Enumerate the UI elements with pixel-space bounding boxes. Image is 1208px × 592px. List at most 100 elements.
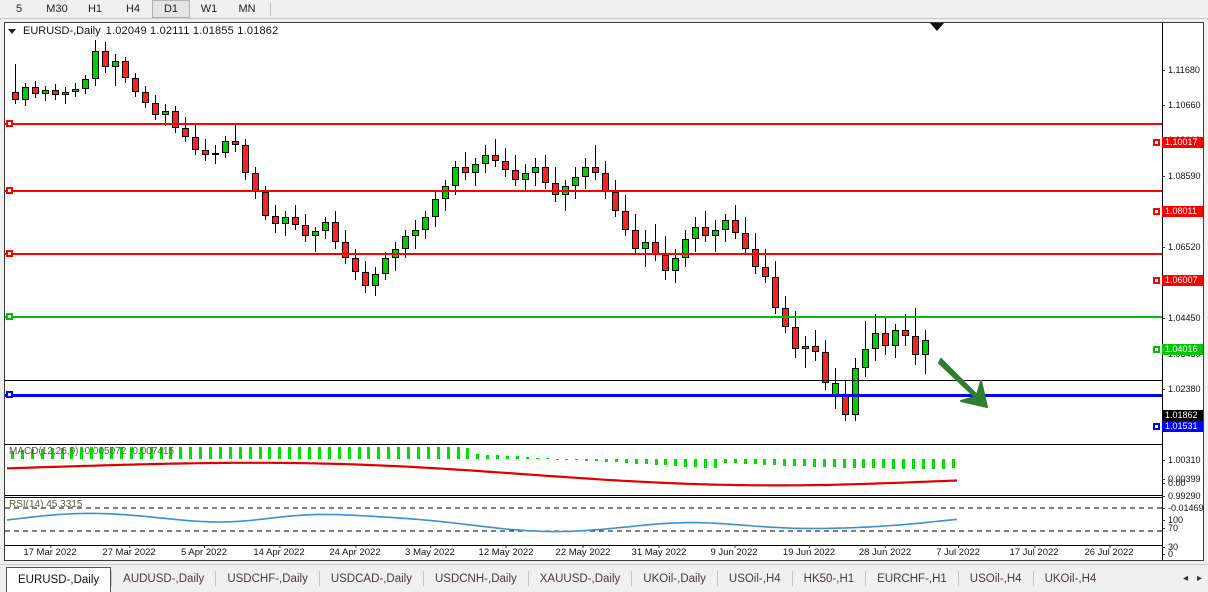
candlestick	[482, 23, 489, 443]
macd-histogram-bar	[278, 447, 282, 459]
price-tag-green[interactable]: 1.04016	[1153, 344, 1203, 355]
candlestick	[492, 23, 499, 443]
level-line-handle[interactable]	[6, 250, 13, 257]
chart-tab-eurusddaily[interactable]: EURUSD-,Daily	[6, 567, 112, 592]
macd-histogram-bar	[238, 447, 242, 459]
rsi-line	[5, 507, 1162, 533]
candlestick	[462, 23, 469, 443]
candle-wick	[815, 330, 816, 362]
triangle-down-icon[interactable]	[8, 28, 16, 34]
candle-body	[452, 167, 459, 186]
macd-histogram-bar	[70, 447, 74, 459]
candle-body	[42, 90, 49, 94]
tab-separator	[716, 571, 718, 586]
chart-tab-xauusddaily[interactable]: XAUUSD-,Daily	[539, 572, 621, 585]
price-tag-knob[interactable]	[1153, 208, 1160, 215]
rsi-pane[interactable]: RSI(14) 45.3315	[5, 497, 1162, 545]
price-pane[interactable]: EURUSD-,Daily 1.02049 1.02111 1.01855 1.…	[5, 23, 1162, 443]
price-tag-knob[interactable]	[1153, 139, 1160, 146]
candlestick	[322, 23, 329, 443]
candle-wick	[295, 204, 296, 230]
candlestick	[262, 23, 269, 443]
tab-separator	[791, 571, 793, 586]
price-tag-red[interactable]: 1.08011	[1153, 206, 1203, 217]
date-axis: 17 Mar 2022 27 Mar 2022 5 Apr 2022 14 Apr 2…	[5, 545, 1162, 560]
scroll-left-arrow-icon[interactable]: ◂	[1182, 573, 1188, 584]
tab-separator	[527, 571, 529, 586]
candle-body	[522, 173, 529, 180]
candle-body	[502, 160, 509, 171]
macd-histogram-bar	[545, 458, 549, 459]
chart-tab-usdcaddaily[interactable]: USDCAD-,Daily	[330, 572, 412, 585]
candlestick	[612, 23, 619, 443]
candlestick	[702, 23, 709, 443]
scroll-right-arrow-icon[interactable]: ▸	[1196, 573, 1202, 584]
tab-separator	[318, 571, 320, 586]
candle-wick	[495, 138, 496, 168]
candlestick	[92, 23, 99, 443]
price-tag-black[interactable]: 1.01862	[1162, 410, 1203, 421]
level-line-handle[interactable]	[6, 391, 13, 398]
macd-histogram-bar	[387, 447, 391, 459]
candle-body	[12, 91, 19, 100]
timeframe-button-h4[interactable]: H4	[125, 3, 141, 15]
candlestick	[722, 23, 729, 443]
candle-body	[622, 211, 629, 230]
level-line-handle[interactable]	[6, 120, 13, 127]
candle-body	[432, 198, 439, 218]
date-tick-label: 19 Jun 2022	[782, 545, 836, 558]
timeframe-button-h1[interactable]: H1	[87, 3, 103, 15]
chart-tab-hk50h1[interactable]: HK50-,H1	[803, 572, 855, 585]
macd-histogram-bar	[50, 448, 54, 459]
rsi-label: RSI(14) 45.3315	[9, 499, 83, 510]
chart-tab-ukoilh4[interactable]: UKOil-,H4	[1044, 572, 1097, 585]
price-scale[interactable]: 1.116801.106601.096101.085901.075401.065…	[1153, 23, 1204, 560]
timeframe-button-m30[interactable]: M30	[46, 3, 68, 15]
date-tick-label: 27 Mar 2022	[102, 545, 156, 558]
candlestick	[112, 23, 119, 443]
triangle-down-marker-icon[interactable]	[930, 23, 944, 31]
chart-tab-usdchfdaily[interactable]: USDCHF-,Daily	[227, 572, 308, 585]
chart-tab-ukoildaily[interactable]: UKOil-,Daily	[643, 572, 706, 585]
chart-tab-audusddaily[interactable]: AUDUSD-,Daily	[123, 572, 205, 585]
macd-histogram-bar	[268, 447, 272, 459]
candle-body	[232, 140, 239, 146]
timeframe-button-w1[interactable]: W1	[200, 3, 218, 15]
price-tag-knob[interactable]	[1153, 277, 1160, 284]
price-tag-red[interactable]: 1.06007	[1153, 275, 1203, 286]
chart-tab-usoilh4[interactable]: USOil-,H4	[728, 572, 781, 585]
timeframe-button-mn[interactable]: MN	[238, 3, 256, 15]
rsi-tick-label: 0	[1162, 549, 1203, 559]
candlestick	[212, 23, 219, 443]
candlestick	[372, 23, 379, 443]
date-tick-label: 14 Apr 2022	[253, 545, 305, 558]
timeframe-button-5[interactable]: 5	[15, 3, 23, 15]
level-line-handle[interactable]	[6, 313, 13, 320]
candle-body	[732, 220, 739, 233]
candlestick	[622, 23, 629, 443]
candle-body	[242, 145, 249, 174]
date-tick-label: 3 May 2022	[405, 545, 455, 558]
price-tag-blue[interactable]: 1.01531	[1153, 421, 1203, 432]
level-line-handle[interactable]	[6, 187, 13, 194]
candlestick	[542, 23, 549, 443]
date-tick-label: 9 Jun 2022	[710, 545, 758, 558]
candlestick	[302, 23, 309, 443]
candle-body	[402, 236, 409, 249]
down-arrow-annotation-icon[interactable]	[937, 355, 993, 411]
price-tag-red[interactable]: 1.10017	[1153, 137, 1203, 148]
macd-pane[interactable]: MACD(12,26,9) -0.005072 -0.007415	[5, 444, 1162, 496]
candlestick	[692, 23, 699, 443]
chart-tab-eurchfh1[interactable]: EURCHF-,H1	[877, 572, 947, 585]
macd-histogram-bar	[337, 447, 341, 459]
price-tag-knob[interactable]	[1153, 423, 1160, 430]
chart-tab-usoilh4[interactable]: USOil-,H4	[969, 572, 1022, 585]
macd-histogram-bar	[723, 459, 727, 463]
macd-histogram-bar	[30, 449, 34, 459]
chart-tab-usdcnhdaily[interactable]: USDCNH-,Daily	[434, 572, 517, 585]
level-line-bar	[5, 253, 1162, 255]
price-tag-knob[interactable]	[1153, 346, 1160, 353]
timeframe-button-d1[interactable]: D1	[152, 0, 190, 18]
macd-histogram-bar	[575, 459, 579, 461]
macd-histogram-bar	[228, 447, 232, 459]
